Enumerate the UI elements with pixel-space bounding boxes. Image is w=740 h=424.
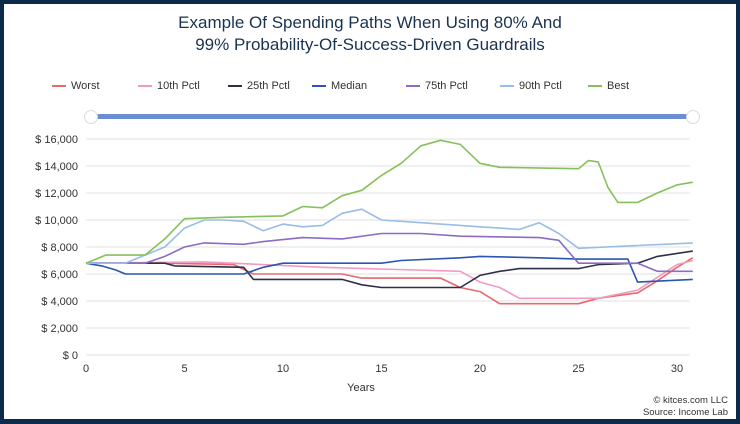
legend-item-90th-pctl[interactable]: 90th Pctl	[500, 80, 562, 92]
y-tick-label: $ 6,000	[41, 269, 78, 281]
legend-item-75th-pctl[interactable]: 75th Pctl	[406, 80, 468, 92]
source-text: Source: Income Lab	[642, 407, 728, 418]
legend-label: 75th Pctl	[425, 80, 468, 92]
legend-item-worst[interactable]: Worst	[52, 80, 100, 92]
legend-swatch	[138, 85, 152, 87]
series-line-worst	[86, 257, 694, 305]
legend-swatch	[52, 85, 66, 87]
chart-card	[4, 4, 736, 419]
x-tick-label: 5	[181, 363, 187, 375]
title-line-1: Example Of Spending Paths When Using 80%…	[178, 13, 562, 32]
y-tick-label: $ 2,000	[41, 323, 78, 335]
series-line-75th-pctl	[86, 232, 693, 273]
legend-item-10th-pctl[interactable]: 10th Pctl	[138, 80, 200, 92]
x-tick-label: 15	[375, 363, 387, 375]
legend-label: 25th Pctl	[247, 80, 290, 92]
title-line-2: 99% Probability-Of-Success-Driven Guardr…	[195, 35, 545, 54]
y-tick-label: $ 12,000	[35, 188, 78, 200]
range-slider[interactable]	[84, 110, 700, 124]
series-line-median	[85, 255, 693, 283]
legend-label: Best	[607, 80, 630, 92]
y-tick-label: $ 4,000	[41, 296, 78, 308]
legend-label: Worst	[71, 80, 100, 92]
series-line-90th-pctl	[86, 208, 693, 264]
y-tick-label: $ 10,000	[35, 215, 78, 227]
range-slider-left-handle[interactable]	[84, 110, 98, 124]
series-line-best	[85, 139, 693, 264]
series-line-25th-pctl	[86, 250, 693, 289]
legend-label: 90th Pctl	[519, 80, 562, 92]
x-axis-label: Years	[347, 382, 375, 394]
legend-item-best[interactable]: Best	[588, 80, 629, 92]
y-tick-label: $ 0	[63, 350, 78, 362]
legend-swatch	[588, 85, 602, 87]
legend-swatch	[500, 85, 514, 87]
legend-swatch	[312, 85, 326, 87]
chart-title: Example Of Spending Paths When Using 80%…	[0, 12, 740, 56]
x-tick-label: 10	[277, 363, 289, 375]
legend-label: Median	[331, 80, 368, 92]
x-tick-label: 0	[83, 363, 89, 375]
legend-item-median[interactable]: Median	[312, 80, 367, 92]
legend: Worst 10th Pctl 25th Pctl Median 75th Pctl 90…	[0, 80, 740, 96]
x-tick-label: 20	[474, 363, 486, 375]
legend-label: 10th Pctl	[157, 80, 200, 92]
range-slider-right-handle[interactable]	[686, 110, 700, 124]
x-tick-label: 30	[671, 363, 683, 375]
legend-swatch	[406, 85, 420, 87]
y-tick-label: $ 8,000	[41, 242, 78, 254]
range-slider-track[interactable]	[92, 114, 692, 119]
x-tick-label: 25	[572, 363, 584, 375]
copyright-text: © kitces.com LLC	[653, 395, 728, 406]
y-tick-label: $ 16,000	[35, 134, 78, 146]
legend-swatch	[228, 85, 242, 87]
legend-item-25th-pctl[interactable]: 25th Pctl	[228, 80, 290, 92]
y-tick-label: $ 14,000	[35, 161, 78, 173]
